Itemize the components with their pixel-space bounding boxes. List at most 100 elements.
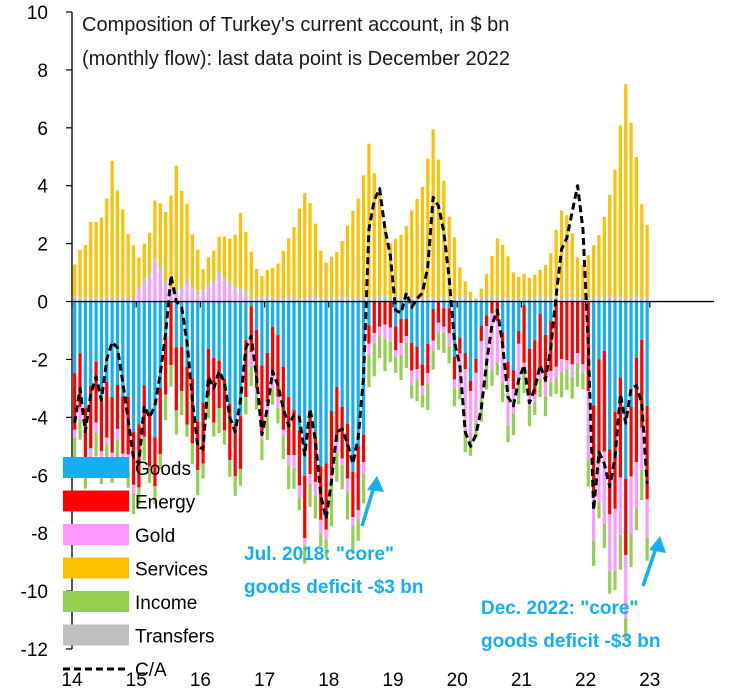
- bar-transfers-25: [206, 283, 211, 288]
- bar-gold-29: [228, 287, 232, 302]
- bar-goods-31: [238, 301, 243, 417]
- bar-gold-25: [206, 287, 211, 302]
- bar-gold-90: [554, 366, 558, 379]
- bar-income-72: [458, 387, 462, 400]
- bar-goods-73: [463, 301, 467, 354]
- legend-swatch-energy: [63, 490, 129, 512]
- bar-energy-97: [592, 405, 596, 495]
- bar-services-54: [361, 175, 366, 297]
- bar-energy-88: [543, 334, 548, 383]
- bar-services-9: [121, 209, 125, 297]
- bar-transfers-10: [126, 297, 130, 302]
- bar-gold-46: [319, 519, 323, 534]
- bar-services-88: [543, 265, 548, 297]
- bar-transfers-44: [308, 295, 312, 302]
- bar-services-17: [164, 211, 168, 282]
- bar-energy-19: [174, 347, 178, 411]
- bar-income-91: [559, 372, 564, 398]
- bar-services-60: [394, 238, 398, 297]
- bar-services-76: [479, 288, 483, 298]
- bar-transfers-57: [378, 296, 382, 302]
- chart-title-line-2: (monthly flow): last data point is Decem…: [82, 48, 510, 70]
- bar-gold-98: [597, 462, 601, 503]
- bar-transfers-21: [185, 278, 189, 285]
- bar-energy-61: [399, 318, 403, 343]
- bar-gold-15: [153, 263, 157, 302]
- legend-label-services: Services: [135, 560, 208, 581]
- bar-energy-76: [479, 325, 483, 341]
- bar-energy-31: [238, 416, 243, 469]
- bar-energy-69: [442, 308, 446, 327]
- bar-transfers-76: [479, 297, 483, 302]
- bar-services-65: [420, 186, 425, 297]
- bar-gold-49: [335, 441, 339, 452]
- bar-income-15: [153, 486, 157, 504]
- bar-transfers-106: [640, 296, 644, 302]
- bar-services-93: [570, 233, 574, 298]
- bar-services-105: [634, 157, 639, 297]
- bar-gold-52: [351, 516, 355, 526]
- bar-energy-62: [404, 318, 408, 336]
- bar-services-15: [153, 200, 157, 259]
- bar-gold-27: [217, 275, 221, 302]
- bar-income-31: [238, 468, 243, 486]
- bar-energy-92: [565, 301, 569, 361]
- bar-goods-81: [506, 301, 510, 362]
- bar-services-39: [281, 250, 285, 298]
- legend-label-energy: Energy: [135, 493, 196, 514]
- bar-energy-42: [297, 430, 301, 486]
- bar-energy-98: [597, 359, 601, 463]
- bar-services-21: [185, 203, 189, 279]
- y-tick-label: 8: [37, 61, 48, 82]
- bar-transfers-37: [271, 296, 275, 302]
- bar-goods-16: [158, 301, 162, 388]
- bar-energy-56: [372, 301, 376, 334]
- bar-services-62: [404, 226, 408, 296]
- bar-gold-41: [292, 455, 296, 469]
- bar-gold-33: [249, 352, 253, 367]
- bar-transfers-31: [238, 288, 243, 293]
- bar-transfers-63: [410, 297, 414, 302]
- bar-energy-18: [169, 301, 173, 365]
- bar-energy-65: [420, 364, 425, 386]
- bar-transfers-13: [142, 278, 146, 285]
- bar-goods-52: [351, 301, 355, 472]
- bar-income-102: [618, 534, 622, 570]
- bar-gold-36: [265, 402, 269, 415]
- bar-energy-26: [212, 358, 216, 423]
- bar-transfers-19: [174, 290, 178, 296]
- bar-gold-17: [164, 284, 168, 302]
- bar-transfers-103: [624, 298, 628, 302]
- bar-income-4: [94, 433, 98, 457]
- bar-services-53: [356, 198, 360, 297]
- bar-services-94: [575, 257, 580, 298]
- bar-transfers-68: [436, 298, 441, 302]
- bar-energy-32: [244, 340, 248, 398]
- bar-services-41: [292, 227, 296, 297]
- bar-gold-70: [447, 333, 451, 346]
- bar-transfers-104: [629, 296, 633, 302]
- chart-title-line-1: Composition of Turkey's current account,…: [82, 14, 509, 36]
- bar-goods-99: [602, 301, 606, 351]
- bar-income-50: [340, 464, 344, 490]
- bar-goods-63: [410, 301, 414, 343]
- bar-services-10: [126, 234, 130, 298]
- bar-transfers-66: [426, 297, 430, 302]
- bar-income-64: [415, 379, 419, 402]
- legend-label-gold: Gold: [135, 526, 175, 547]
- bar-services-63: [410, 210, 414, 298]
- bar-goods-11: [131, 301, 136, 433]
- bar-transfers-24: [201, 289, 205, 293]
- bar-income-106: [640, 469, 644, 501]
- bar-gold-80: [501, 348, 505, 383]
- x-tick-label: 15: [126, 670, 147, 691]
- bar-transfers-67: [431, 297, 435, 302]
- bar-income-89: [549, 382, 553, 397]
- bar-gold-74: [468, 391, 473, 440]
- bar-income-101: [613, 571, 617, 590]
- bar-goods-7: [110, 301, 114, 398]
- bar-energy-78: [490, 301, 494, 314]
- x-tick-label: 20: [447, 670, 468, 691]
- bar-gold-5: [99, 451, 104, 462]
- bar-gold-100: [608, 514, 612, 572]
